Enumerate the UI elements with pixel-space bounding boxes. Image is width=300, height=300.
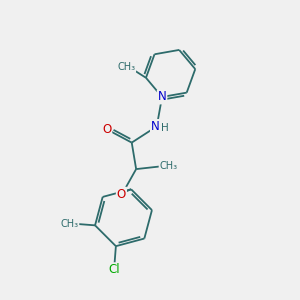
Text: O: O [117,188,126,201]
Text: CH₃: CH₃ [117,62,135,73]
Text: CH₃: CH₃ [160,161,178,171]
Text: H: H [161,123,169,133]
Text: O: O [102,123,111,136]
Text: Cl: Cl [109,263,120,276]
Text: CH₃: CH₃ [60,219,79,229]
Text: N: N [151,120,160,133]
Text: N: N [158,91,167,103]
